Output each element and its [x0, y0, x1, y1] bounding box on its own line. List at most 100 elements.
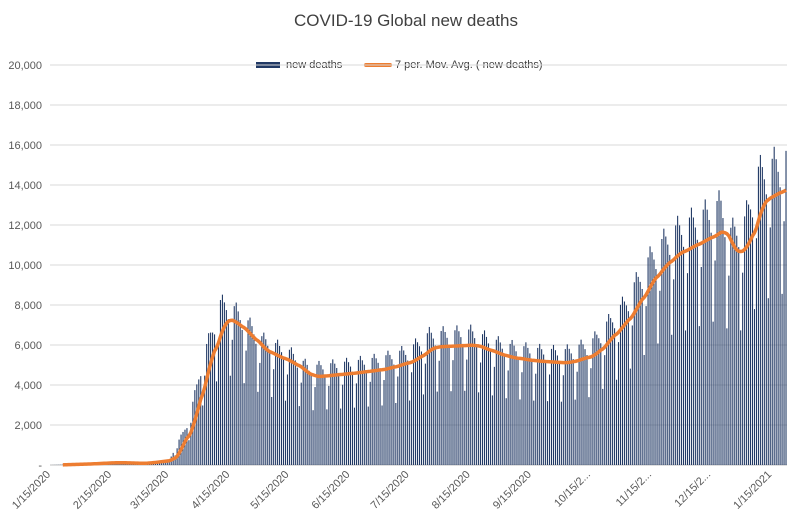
bar-new-deaths	[277, 339, 279, 465]
bar-new-deaths	[511, 339, 513, 465]
y-tick-label: 14,000	[8, 180, 42, 192]
bar-new-deaths	[564, 349, 566, 465]
bar-new-deaths	[365, 370, 367, 465]
bar-new-deaths	[383, 380, 385, 465]
x-tick-label: 9/15/2020	[491, 469, 534, 512]
bar-new-deaths	[722, 218, 724, 465]
bar-new-deaths	[200, 376, 202, 465]
bar-new-deaths	[292, 353, 294, 465]
bar-new-deaths	[704, 199, 706, 465]
bar-new-deaths	[468, 329, 470, 465]
bar-new-deaths	[748, 204, 750, 465]
bar-new-deaths	[499, 342, 501, 465]
bar-new-deaths	[755, 238, 757, 465]
bar-new-deaths	[245, 350, 247, 465]
bar-new-deaths	[231, 339, 233, 465]
bar-new-deaths	[300, 382, 302, 465]
bar-new-deaths	[286, 374, 288, 465]
bar-new-deaths	[446, 337, 448, 465]
bar-new-deaths	[342, 384, 344, 465]
bar-new-deaths	[452, 360, 454, 465]
bar-new-deaths	[188, 440, 190, 465]
bar-new-deaths	[206, 343, 208, 465]
bar-new-deaths	[529, 353, 531, 465]
bar-new-deaths	[456, 325, 458, 465]
bar-new-deaths	[667, 244, 669, 465]
bar-new-deaths	[393, 364, 395, 465]
bar-new-deaths	[436, 391, 438, 465]
bar-new-deaths	[681, 234, 683, 465]
bar-new-deaths	[367, 406, 369, 465]
bar-new-deaths	[363, 364, 365, 465]
bar-new-deaths	[572, 359, 574, 465]
bar-new-deaths	[409, 400, 411, 465]
bar-new-deaths	[692, 217, 694, 465]
bar-new-deaths	[450, 391, 452, 465]
bar-new-deaths	[718, 190, 720, 465]
bar-new-deaths	[322, 369, 324, 465]
bar-new-deaths	[653, 259, 655, 465]
bar-new-deaths	[454, 330, 456, 465]
bar-new-deaths	[478, 392, 480, 465]
bar-new-deaths	[617, 342, 620, 465]
bar-new-deaths	[385, 355, 387, 465]
bar-new-deaths	[265, 339, 267, 465]
bar-new-deaths	[665, 236, 667, 465]
x-axis: 1/15/2020 2/15/2020 3/15/2020 4/15/2020 5/15…	[10, 469, 774, 512]
bar-new-deaths	[379, 368, 381, 465]
bar-new-deaths	[271, 396, 273, 465]
bar-new-deaths	[418, 346, 421, 465]
bar-new-deaths	[606, 321, 608, 465]
bar-new-deaths	[698, 326, 700, 465]
bar-new-deaths	[716, 201, 718, 466]
bar-new-deaths	[310, 375, 312, 465]
bar-new-deaths	[196, 384, 198, 465]
bar-new-deaths	[580, 339, 582, 465]
bar-new-deaths	[399, 350, 401, 465]
bar-new-deaths	[351, 371, 354, 465]
bar-new-deaths	[649, 246, 651, 465]
bar-new-deaths	[389, 354, 391, 465]
bar-new-deaths	[537, 347, 539, 465]
bar-new-deaths	[734, 226, 736, 465]
bar-new-deaths	[338, 373, 340, 465]
bar-new-deaths	[403, 350, 405, 465]
bar-new-deaths	[753, 309, 756, 465]
moving-average-series	[62, 188, 787, 467]
bar-new-deaths	[422, 394, 424, 465]
bar-new-deaths	[596, 334, 598, 465]
bar-new-deaths	[710, 232, 712, 465]
bar-new-deaths	[635, 272, 637, 465]
bar-new-deaths	[616, 379, 618, 465]
bar-new-deaths	[212, 332, 214, 465]
bar-new-deaths	[304, 358, 306, 465]
bar-new-deaths	[168, 460, 170, 465]
bar-new-deaths	[318, 360, 320, 465]
bar-new-deaths	[491, 395, 493, 465]
bar-new-deaths	[588, 397, 590, 465]
bar-new-deaths	[332, 359, 334, 465]
bar-new-deaths	[361, 360, 363, 465]
bar-new-deaths	[279, 345, 281, 465]
bar-new-deaths	[677, 215, 679, 465]
bar-new-deaths	[683, 246, 685, 465]
bar-new-deaths	[221, 294, 223, 465]
bar-new-deaths	[428, 326, 430, 465]
bar-new-deaths	[202, 405, 204, 465]
bar-new-deaths	[348, 362, 350, 465]
y-tick-label: 16,000	[8, 140, 42, 152]
bar-new-deaths	[219, 300, 221, 465]
bar-new-deaths	[746, 200, 748, 465]
bar-new-deaths	[696, 239, 698, 465]
bar-new-deaths	[229, 375, 231, 465]
bar-new-deaths	[489, 350, 491, 465]
bar-new-deaths	[639, 281, 641, 465]
bar-new-deaths	[482, 334, 484, 465]
bar-new-deaths	[391, 359, 393, 465]
bar-new-deaths	[669, 254, 671, 465]
bar-new-deaths	[708, 219, 710, 465]
bar-new-deaths	[227, 319, 229, 465]
bar-new-deaths	[584, 349, 586, 465]
bar-new-deaths	[765, 194, 767, 465]
